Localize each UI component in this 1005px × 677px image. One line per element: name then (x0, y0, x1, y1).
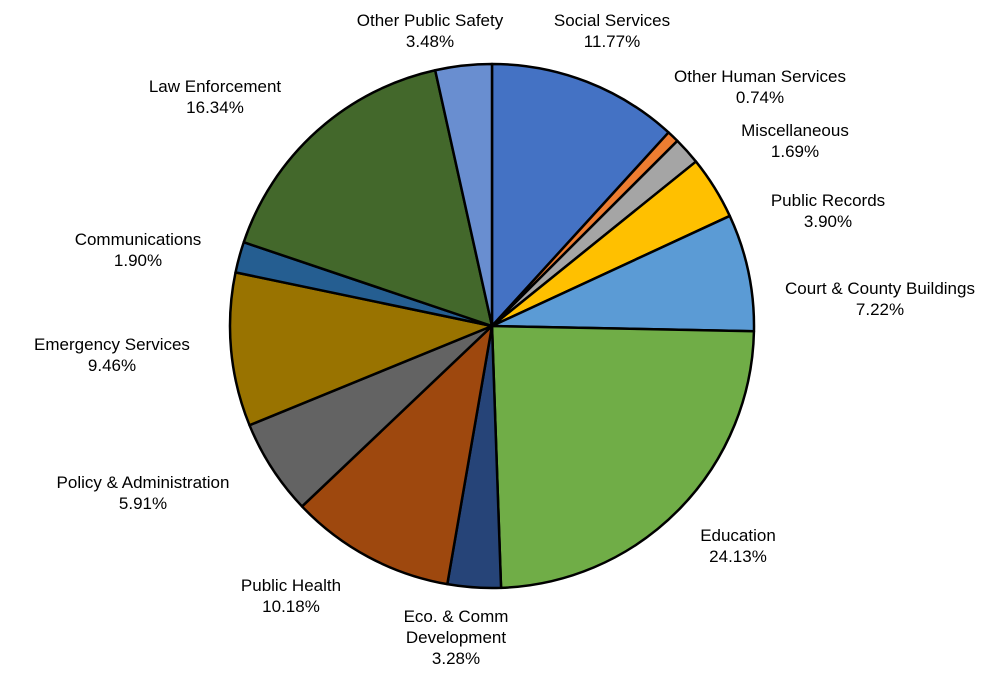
slice-label-communications: Communications 1.90% (75, 230, 202, 270)
slice-label-public-records: Public Records 3.90% (771, 191, 885, 231)
slice-label-emergency-services: Emergency Services 9.46% (34, 335, 190, 375)
slices-layer (228, 62, 756, 590)
slice-label-eco-and-comm-development: Eco. & Comm Development 3.28% (404, 607, 509, 668)
pie-slice-law-enforcement (242, 68, 494, 328)
pie-slice-emergency-services (228, 271, 494, 427)
labels-layer: Social Services 11.77%Other Human Service… (34, 11, 975, 668)
slice-label-other-public-safety: Other Public Safety 3.48% (357, 11, 504, 51)
slice-label-miscellaneous: Miscellaneous 1.69% (741, 121, 849, 161)
slice-label-social-services: Social Services 11.77% (554, 11, 670, 51)
slice-label-court-and-county-buildings: Court & County Buildings 7.22% (785, 279, 975, 319)
slice-label-public-health: Public Health 10.18% (241, 576, 341, 616)
pie-slice-public-health (300, 324, 494, 586)
pie-slice-court-and-county-buildings (490, 214, 756, 333)
pie-slice-social-services (490, 62, 670, 328)
slice-label-education: Education 24.13% (700, 526, 776, 566)
slice-label-policy-and-administration: Policy & Administration 5.91% (57, 473, 230, 513)
pie-slice-education (490, 324, 756, 590)
slice-label-other-human-services: Other Human Services 0.74% (674, 67, 846, 107)
pie-slice-other-public-safety (433, 62, 494, 328)
slice-label-law-enforcement: Law Enforcement 16.34% (149, 77, 282, 117)
